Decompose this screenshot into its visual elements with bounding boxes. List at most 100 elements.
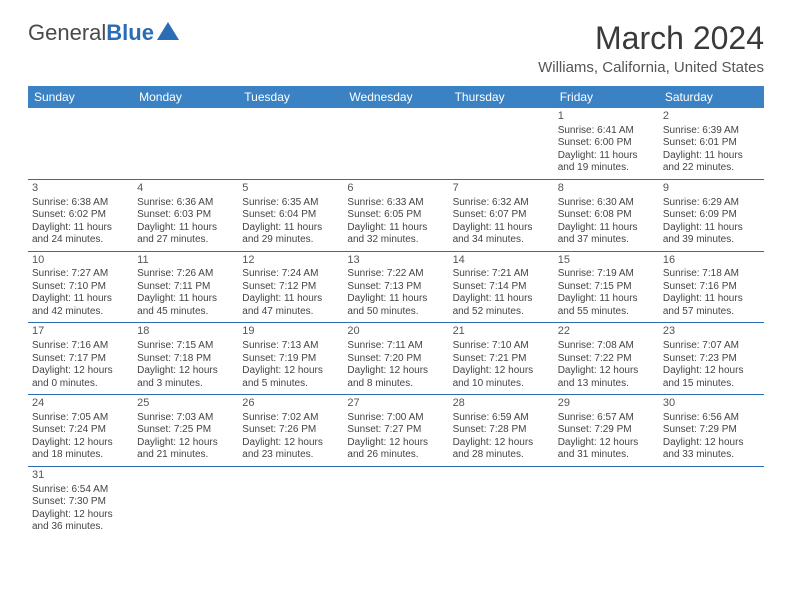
calendar-cell-empty xyxy=(659,466,764,537)
day-number: 19 xyxy=(242,325,339,339)
day-header: Monday xyxy=(133,86,238,108)
calendar-cell: 2Sunrise: 6:39 AMSunset: 6:01 PMDaylight… xyxy=(659,108,764,179)
day-sunset: Sunset: 7:18 PM xyxy=(137,353,234,366)
day-number: 1 xyxy=(558,110,655,124)
day-daylight: Daylight: 11 hours and 34 minutes. xyxy=(453,222,550,247)
title-block: March 2024 Williams, California, United … xyxy=(538,20,764,76)
day-sunrise: Sunrise: 7:15 AM xyxy=(137,340,234,353)
calendar-cell: 5Sunrise: 6:35 AMSunset: 6:04 PMDaylight… xyxy=(238,179,343,251)
day-sunset: Sunset: 7:17 PM xyxy=(32,353,129,366)
day-number: 15 xyxy=(558,254,655,268)
day-number: 23 xyxy=(663,325,760,339)
location-text: Williams, California, United States xyxy=(538,59,764,76)
day-sunrise: Sunrise: 7:07 AM xyxy=(663,340,760,353)
calendar-cell: 7Sunrise: 6:32 AMSunset: 6:07 PMDaylight… xyxy=(449,179,554,251)
calendar-cell: 11Sunrise: 7:26 AMSunset: 7:11 PMDayligh… xyxy=(133,251,238,323)
calendar-cell: 26Sunrise: 7:02 AMSunset: 7:26 PMDayligh… xyxy=(238,395,343,467)
day-daylight: Daylight: 12 hours and 5 minutes. xyxy=(242,365,339,390)
day-daylight: Daylight: 12 hours and 15 minutes. xyxy=(663,365,760,390)
day-sunset: Sunset: 7:29 PM xyxy=(558,424,655,437)
calendar-cell-empty xyxy=(133,466,238,537)
day-daylight: Daylight: 11 hours and 47 minutes. xyxy=(242,293,339,318)
day-header: Thursday xyxy=(449,86,554,108)
calendar-cell: 30Sunrise: 6:56 AMSunset: 7:29 PMDayligh… xyxy=(659,395,764,467)
day-sunrise: Sunrise: 7:00 AM xyxy=(347,412,444,425)
day-daylight: Daylight: 11 hours and 42 minutes. xyxy=(32,293,129,318)
day-number: 5 xyxy=(242,182,339,196)
day-sunset: Sunset: 6:01 PM xyxy=(663,137,760,150)
calendar-cell: 29Sunrise: 6:57 AMSunset: 7:29 PMDayligh… xyxy=(554,395,659,467)
calendar-cell-empty xyxy=(28,108,133,179)
day-daylight: Daylight: 11 hours and 45 minutes. xyxy=(137,293,234,318)
day-daylight: Daylight: 11 hours and 39 minutes. xyxy=(663,222,760,247)
calendar-cell: 13Sunrise: 7:22 AMSunset: 7:13 PMDayligh… xyxy=(343,251,448,323)
calendar-table: SundayMondayTuesdayWednesdayThursdayFrid… xyxy=(28,86,764,538)
day-sunset: Sunset: 7:14 PM xyxy=(453,281,550,294)
day-header: Sunday xyxy=(28,86,133,108)
day-sunset: Sunset: 7:29 PM xyxy=(663,424,760,437)
day-number: 24 xyxy=(32,397,129,411)
day-number: 3 xyxy=(32,182,129,196)
day-number: 31 xyxy=(32,469,129,483)
calendar-cell: 23Sunrise: 7:07 AMSunset: 7:23 PMDayligh… xyxy=(659,323,764,395)
calendar-cell: 28Sunrise: 6:59 AMSunset: 7:28 PMDayligh… xyxy=(449,395,554,467)
day-sunset: Sunset: 7:25 PM xyxy=(137,424,234,437)
day-sunrise: Sunrise: 6:59 AM xyxy=(453,412,550,425)
day-number: 26 xyxy=(242,397,339,411)
day-sunset: Sunset: 7:30 PM xyxy=(32,496,129,509)
day-sunrise: Sunrise: 6:29 AM xyxy=(663,197,760,210)
logo-text-blue: Blue xyxy=(106,20,154,46)
day-daylight: Daylight: 12 hours and 13 minutes. xyxy=(558,365,655,390)
calendar-cell-empty xyxy=(449,108,554,179)
calendar-cell-empty xyxy=(343,466,448,537)
day-number: 11 xyxy=(137,254,234,268)
day-number: 28 xyxy=(453,397,550,411)
day-sunrise: Sunrise: 7:08 AM xyxy=(558,340,655,353)
day-sunset: Sunset: 6:09 PM xyxy=(663,209,760,222)
day-number: 27 xyxy=(347,397,444,411)
calendar-cell-empty xyxy=(238,466,343,537)
day-daylight: Daylight: 12 hours and 21 minutes. xyxy=(137,437,234,462)
day-daylight: Daylight: 12 hours and 23 minutes. xyxy=(242,437,339,462)
logo-text-general: General xyxy=(28,20,106,46)
day-daylight: Daylight: 12 hours and 33 minutes. xyxy=(663,437,760,462)
day-sunrise: Sunrise: 7:13 AM xyxy=(242,340,339,353)
day-number: 9 xyxy=(663,182,760,196)
day-sunset: Sunset: 7:13 PM xyxy=(347,281,444,294)
day-number: 20 xyxy=(347,325,444,339)
calendar-cell-empty xyxy=(133,108,238,179)
day-header: Saturday xyxy=(659,86,764,108)
calendar-header-row: SundayMondayTuesdayWednesdayThursdayFrid… xyxy=(28,86,764,108)
day-sunrise: Sunrise: 7:18 AM xyxy=(663,268,760,281)
day-sunrise: Sunrise: 7:26 AM xyxy=(137,268,234,281)
day-number: 7 xyxy=(453,182,550,196)
day-daylight: Daylight: 12 hours and 26 minutes. xyxy=(347,437,444,462)
day-number: 25 xyxy=(137,397,234,411)
day-number: 2 xyxy=(663,110,760,124)
day-sunrise: Sunrise: 7:22 AM xyxy=(347,268,444,281)
calendar-cell: 18Sunrise: 7:15 AMSunset: 7:18 PMDayligh… xyxy=(133,323,238,395)
day-daylight: Daylight: 11 hours and 19 minutes. xyxy=(558,150,655,175)
day-sunset: Sunset: 6:00 PM xyxy=(558,137,655,150)
day-sunset: Sunset: 7:21 PM xyxy=(453,353,550,366)
day-daylight: Daylight: 12 hours and 0 minutes. xyxy=(32,365,129,390)
calendar-cell-empty xyxy=(554,466,659,537)
day-sunset: Sunset: 6:05 PM xyxy=(347,209,444,222)
day-sunset: Sunset: 7:27 PM xyxy=(347,424,444,437)
day-sunset: Sunset: 7:26 PM xyxy=(242,424,339,437)
logo: GeneralBlue xyxy=(28,20,179,46)
calendar-cell: 6Sunrise: 6:33 AMSunset: 6:05 PMDaylight… xyxy=(343,179,448,251)
calendar-cell: 22Sunrise: 7:08 AMSunset: 7:22 PMDayligh… xyxy=(554,323,659,395)
day-daylight: Daylight: 11 hours and 55 minutes. xyxy=(558,293,655,318)
day-sunrise: Sunrise: 6:33 AM xyxy=(347,197,444,210)
calendar-cell: 9Sunrise: 6:29 AMSunset: 6:09 PMDaylight… xyxy=(659,179,764,251)
day-sunrise: Sunrise: 6:57 AM xyxy=(558,412,655,425)
calendar-cell: 16Sunrise: 7:18 AMSunset: 7:16 PMDayligh… xyxy=(659,251,764,323)
calendar-cell: 19Sunrise: 7:13 AMSunset: 7:19 PMDayligh… xyxy=(238,323,343,395)
day-number: 14 xyxy=(453,254,550,268)
day-header: Wednesday xyxy=(343,86,448,108)
day-sunrise: Sunrise: 7:03 AM xyxy=(137,412,234,425)
day-sunset: Sunset: 7:24 PM xyxy=(32,424,129,437)
calendar-cell: 8Sunrise: 6:30 AMSunset: 6:08 PMDaylight… xyxy=(554,179,659,251)
calendar-cell: 3Sunrise: 6:38 AMSunset: 6:02 PMDaylight… xyxy=(28,179,133,251)
